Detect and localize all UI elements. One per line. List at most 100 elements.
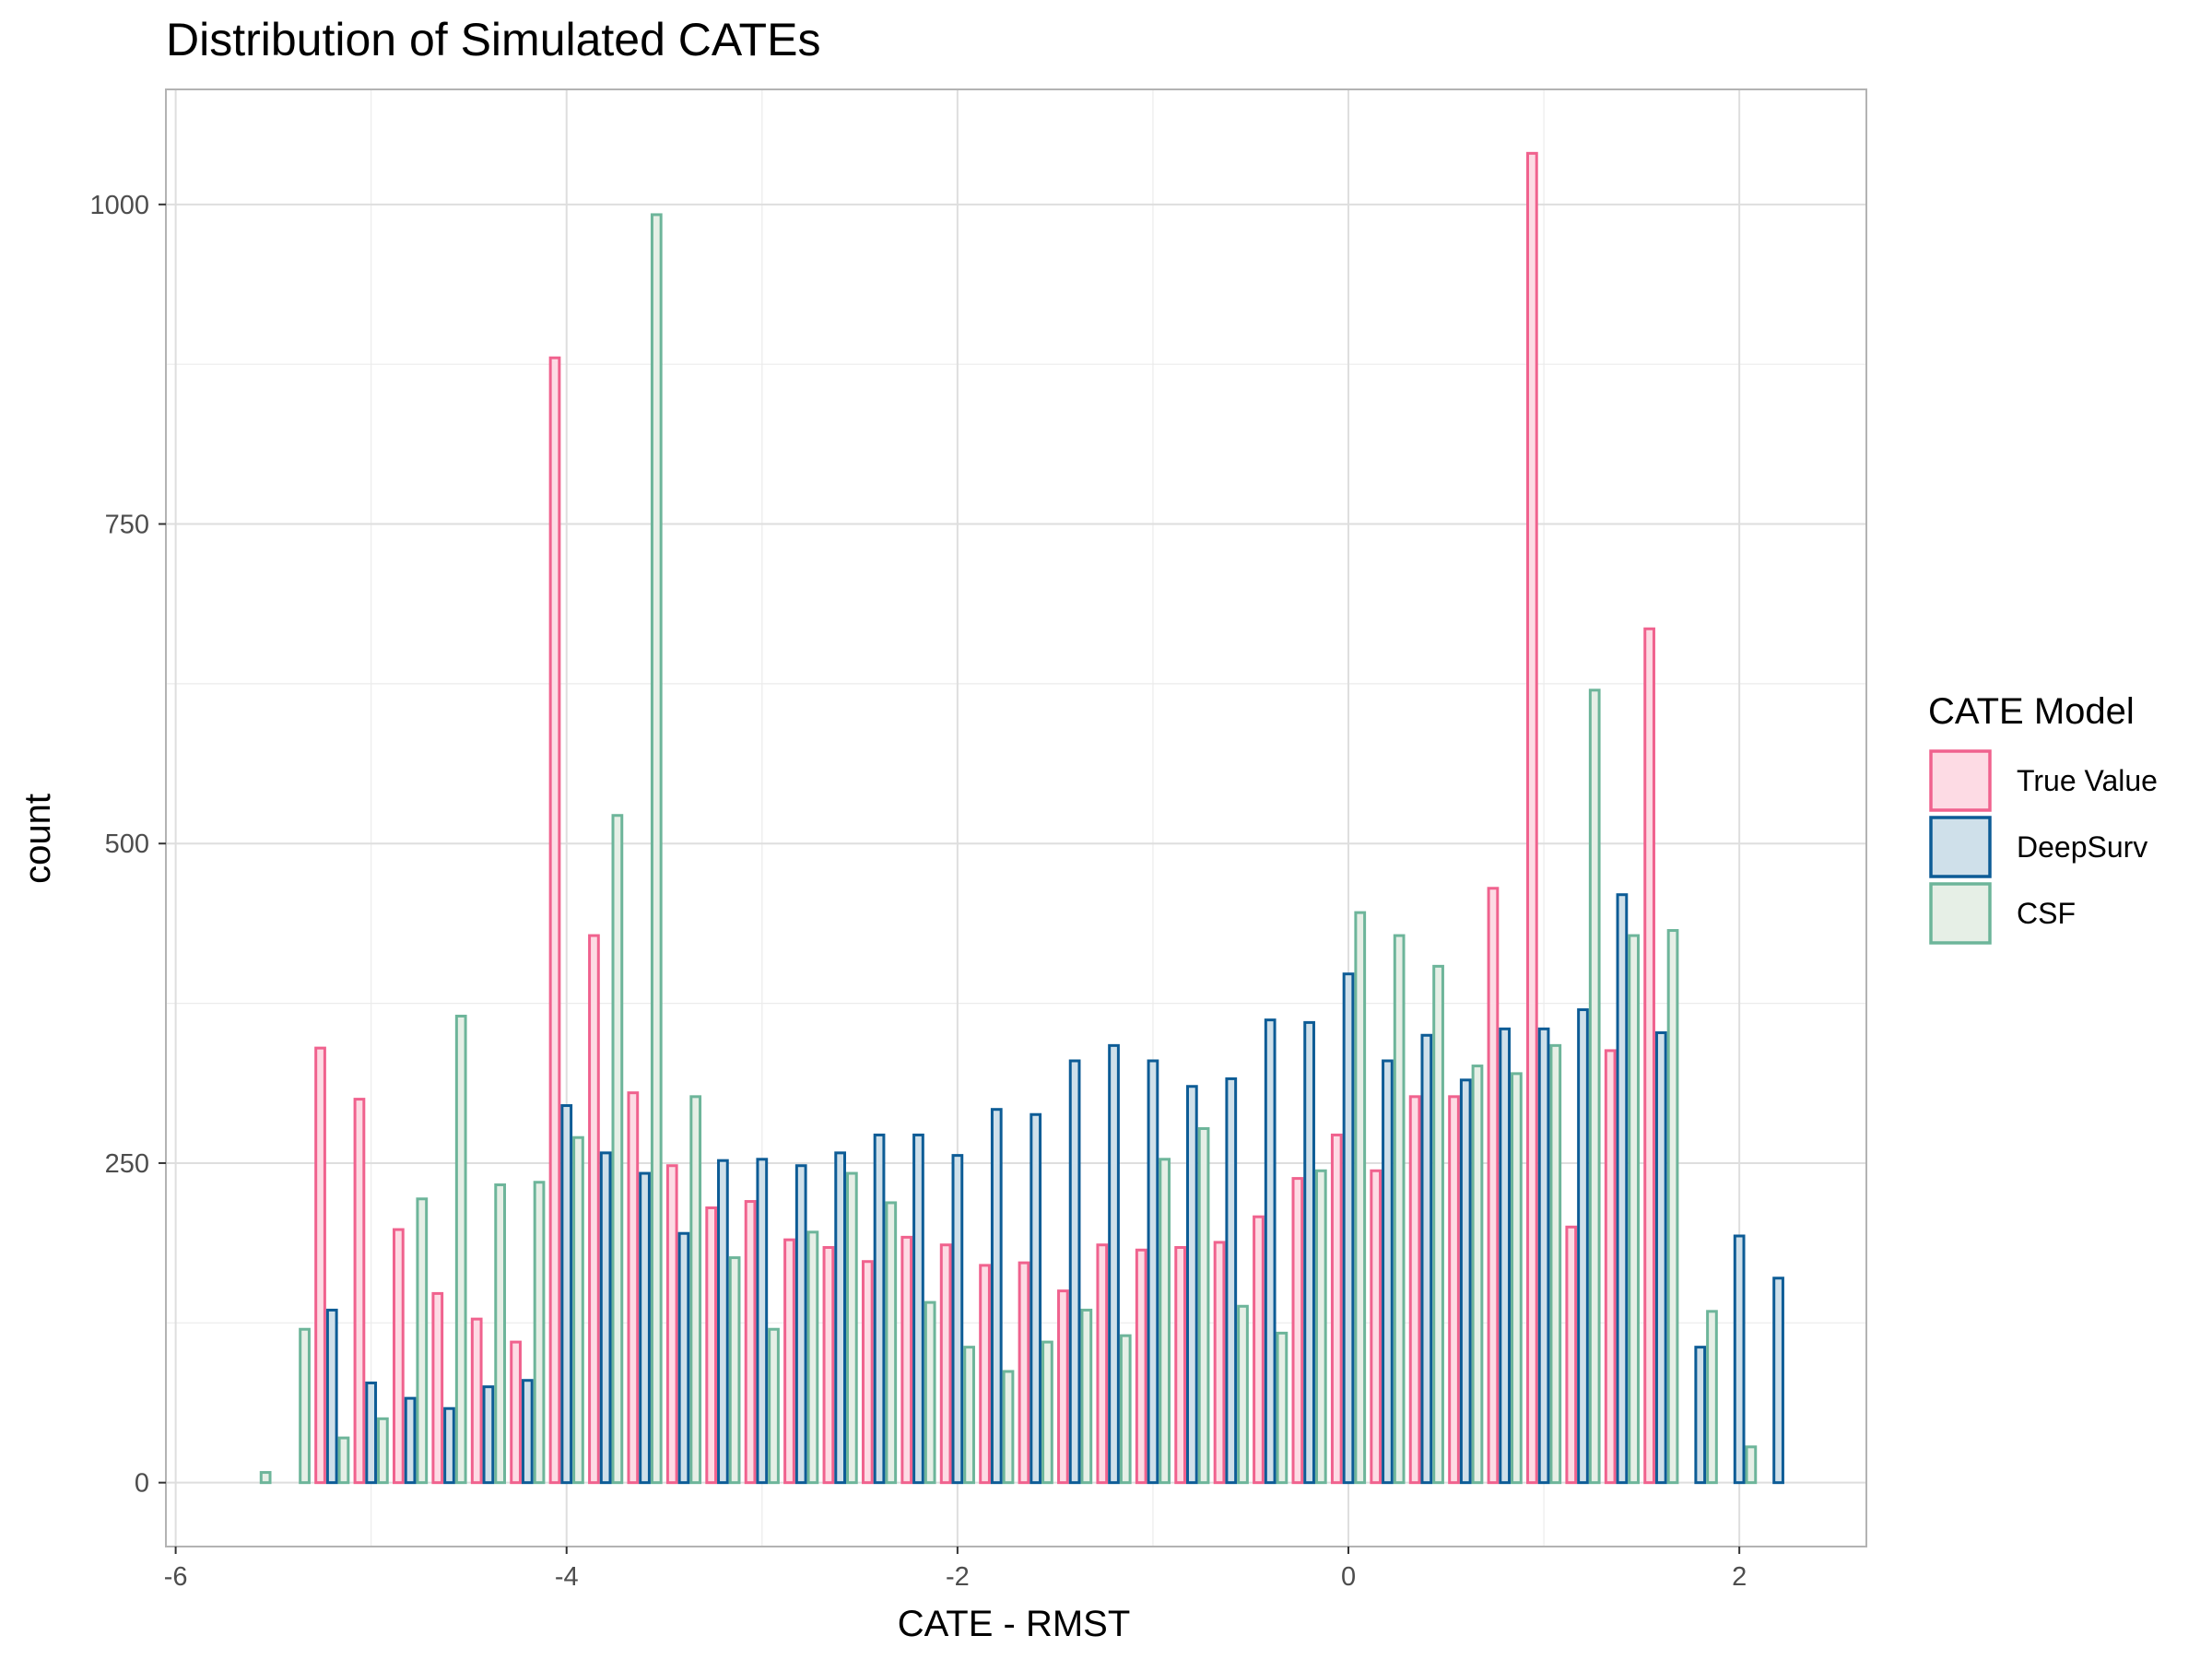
bar-csf xyxy=(806,1230,819,1485)
axes: 0 250 500 750 1000 -6 -4 -2 0 2 xyxy=(89,191,1747,1592)
legend-label: True Value xyxy=(2017,764,2158,797)
legend: CATE Model True Value DeepSurv CSF xyxy=(1928,691,2158,945)
bar-deepsurv xyxy=(1772,1277,1784,1485)
bar-true-value xyxy=(939,1243,952,1485)
bar-deepsurv xyxy=(677,1231,690,1485)
bar-csf xyxy=(650,213,663,1485)
bar-deepsurv xyxy=(1420,1033,1433,1485)
bar-true-value xyxy=(861,1260,874,1485)
bar-csf xyxy=(1432,964,1444,1485)
bar-true-value xyxy=(822,1245,835,1485)
x-tick-label: -2 xyxy=(946,1562,970,1592)
bar-true-value xyxy=(548,356,561,1485)
bar-csf xyxy=(885,1201,898,1485)
bar-true-value xyxy=(510,1340,522,1485)
bar-csf xyxy=(494,1183,507,1485)
bar-true-value xyxy=(1291,1177,1304,1485)
bar-true-value xyxy=(665,1164,678,1485)
bar-true-value xyxy=(1096,1243,1109,1485)
bar-deepsurv xyxy=(1733,1234,1746,1485)
y-axis-title: count xyxy=(18,794,58,884)
bar-true-value xyxy=(705,1206,718,1485)
bar-true-value xyxy=(979,1264,991,1485)
bar-csf xyxy=(1314,1169,1327,1485)
bar-csf xyxy=(1588,688,1601,1485)
bar-deepsurv xyxy=(1147,1059,1159,1485)
bar-true-value xyxy=(1370,1169,1382,1485)
bar-csf xyxy=(846,1171,858,1485)
bar-true-value xyxy=(1565,1225,1578,1485)
bar-deepsurv xyxy=(1225,1077,1238,1485)
bar-deepsurv xyxy=(1654,1030,1667,1485)
bar-csf xyxy=(1276,1331,1288,1485)
bar-deepsurv xyxy=(873,1133,886,1485)
bar-deepsurv xyxy=(912,1133,924,1485)
chart-title: Distribution of Simulated CATEs xyxy=(166,14,820,65)
bar-true-value xyxy=(744,1200,757,1485)
bar-csf xyxy=(728,1256,741,1485)
bar-deepsurv xyxy=(560,1104,573,1485)
bar-deepsurv xyxy=(794,1164,807,1485)
bar-deepsurv xyxy=(521,1379,534,1485)
bar-csf xyxy=(377,1417,389,1485)
bar-csf xyxy=(924,1300,936,1485)
bar-deepsurv xyxy=(1342,972,1355,1485)
y-tick-label: 1000 xyxy=(89,191,149,220)
bar-true-value xyxy=(627,1091,640,1485)
bar-deepsurv xyxy=(756,1158,769,1485)
bar-csf xyxy=(1549,1043,1562,1485)
bar-csf xyxy=(454,1014,467,1485)
bar-deepsurv xyxy=(1264,1018,1277,1485)
bar-true-value xyxy=(1174,1245,1187,1485)
bar-deepsurv xyxy=(365,1381,378,1485)
bar-true-value xyxy=(393,1228,405,1485)
bar-true-value xyxy=(1448,1095,1460,1485)
bar-csf xyxy=(572,1135,584,1485)
bar-true-value xyxy=(353,1098,366,1485)
bar-true-value xyxy=(1526,151,1538,1485)
bar-deepsurv xyxy=(1616,893,1629,1485)
legend-key-csf xyxy=(1929,882,1992,945)
bar-deepsurv xyxy=(1382,1059,1394,1485)
bar-deepsurv xyxy=(482,1385,495,1485)
bar-csf xyxy=(1354,911,1367,1485)
bar-deepsurv xyxy=(1108,1043,1120,1485)
bar-true-value xyxy=(900,1235,913,1485)
bar-deepsurv xyxy=(1030,1112,1042,1485)
bar-csf xyxy=(1159,1158,1171,1485)
bar-true-value xyxy=(1408,1095,1421,1485)
bar-csf xyxy=(299,1327,311,1485)
bar-true-value xyxy=(1604,1049,1617,1485)
legend-label: DeepSurv xyxy=(2017,830,2147,864)
x-tick-label: 2 xyxy=(1732,1562,1747,1592)
bar-csf xyxy=(1745,1445,1758,1485)
bar-deepsurv xyxy=(325,1308,338,1485)
bar-true-value xyxy=(1487,887,1500,1485)
bar-csf xyxy=(611,814,624,1485)
bars xyxy=(259,151,1784,1485)
bar-csf xyxy=(259,1471,272,1485)
bar-csf xyxy=(963,1346,975,1485)
bar-deepsurv xyxy=(951,1154,964,1485)
bar-csf xyxy=(1237,1304,1249,1485)
bar-csf xyxy=(689,1095,702,1485)
legend-key-true-value xyxy=(1929,749,1992,812)
bar-deepsurv xyxy=(1537,1027,1550,1485)
bar-true-value xyxy=(470,1317,483,1485)
panel-border xyxy=(165,88,1867,1547)
bar-csf xyxy=(1511,1072,1523,1485)
bar-csf xyxy=(416,1197,429,1485)
bar-true-value xyxy=(1213,1241,1226,1485)
bar-true-value xyxy=(1330,1133,1343,1485)
bar-deepsurv xyxy=(404,1396,417,1485)
bar-true-value xyxy=(1253,1215,1265,1485)
bar-deepsurv xyxy=(834,1151,847,1485)
bar-deepsurv xyxy=(599,1151,612,1485)
bar-deepsurv xyxy=(1303,1020,1315,1485)
bar-deepsurv xyxy=(990,1108,1003,1485)
bar-csf xyxy=(337,1436,350,1485)
bar-csf xyxy=(1628,934,1641,1485)
bar-true-value xyxy=(588,934,600,1485)
y-tick-label: 250 xyxy=(105,1149,149,1179)
